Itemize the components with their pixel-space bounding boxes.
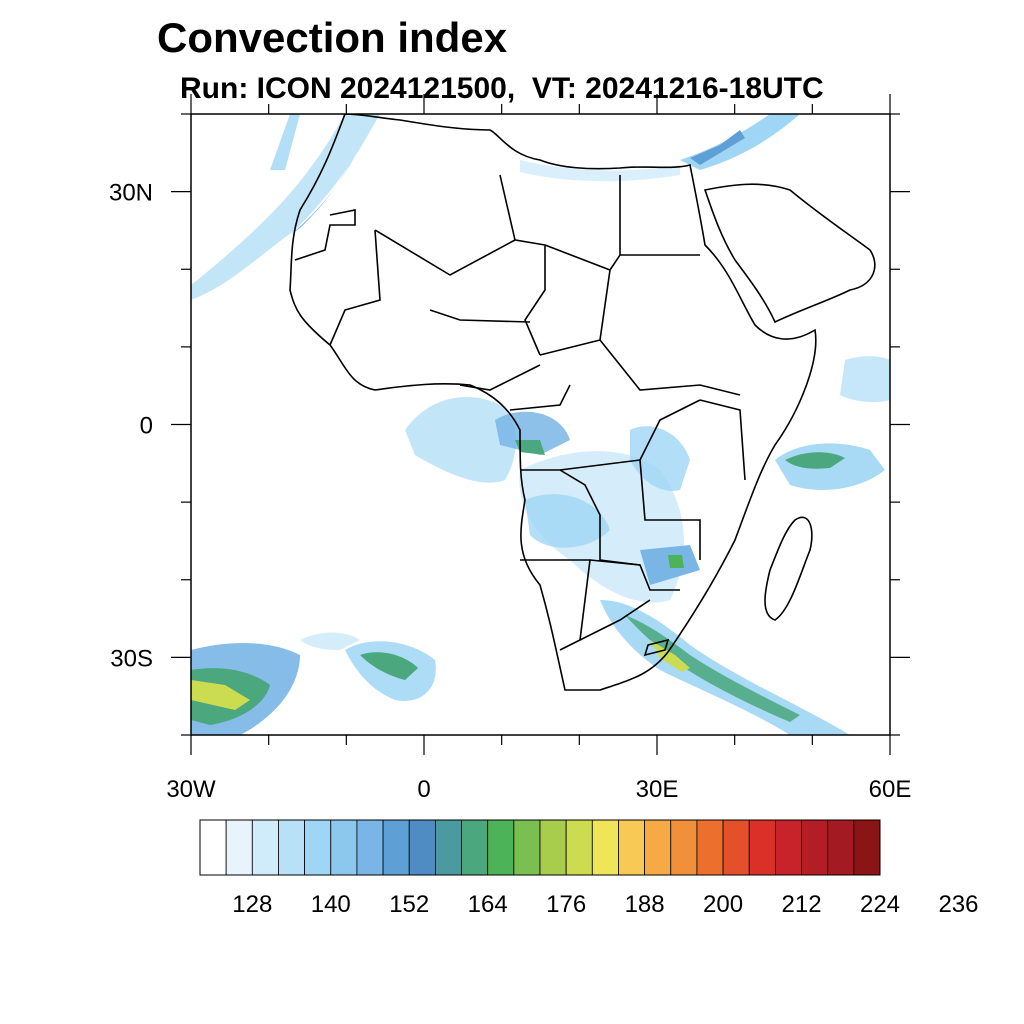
colorbar-swatch bbox=[696, 819, 724, 876]
lon-tick-label: 60E bbox=[869, 776, 912, 803]
colorbar-swatch bbox=[591, 819, 619, 876]
colorbar-swatch bbox=[434, 819, 462, 876]
colorbar-swatch bbox=[670, 819, 698, 876]
colorbar-swatch bbox=[801, 819, 829, 876]
colorbar-swatch bbox=[251, 819, 279, 876]
colorbar-swatch bbox=[356, 819, 384, 876]
colorbar-label: 236 bbox=[938, 891, 978, 918]
lon-tick-label: 30W bbox=[166, 776, 216, 803]
colorbar-swatch bbox=[853, 819, 881, 876]
colorbar-swatch bbox=[644, 819, 672, 876]
colorbar-swatch bbox=[330, 819, 358, 876]
map-ticks: 30W 0 30E 60E 30N 0 30S bbox=[109, 94, 911, 803]
colorbar-swatch bbox=[774, 819, 802, 876]
lon-tick-label: 30E bbox=[636, 776, 679, 803]
colorbar-swatch bbox=[199, 819, 227, 876]
colorbar-label: 164 bbox=[468, 891, 508, 918]
convection-field bbox=[191, 114, 890, 735]
colorbar-label: 224 bbox=[860, 891, 900, 918]
colorbar-swatch bbox=[565, 819, 593, 876]
colorbar-label: 200 bbox=[703, 891, 743, 918]
colorbar-label: 128 bbox=[232, 891, 272, 918]
colorbar-swatch bbox=[408, 819, 436, 876]
colorbar-swatch bbox=[539, 819, 567, 876]
colorbar-swatch bbox=[382, 819, 410, 876]
lat-tick-label: 0 bbox=[140, 413, 153, 440]
colorbar-label: 176 bbox=[546, 891, 586, 918]
lon-tick-label: 0 bbox=[417, 776, 430, 803]
colorbar-swatch bbox=[304, 819, 332, 876]
colorbar-swatch bbox=[827, 819, 855, 876]
colorbar-swatch bbox=[748, 819, 776, 876]
colorbar: 128 140 152 164 176 188 200 212 224 236 bbox=[199, 819, 978, 918]
colorbar-swatch bbox=[722, 819, 750, 876]
lat-tick-label: 30S bbox=[110, 645, 153, 672]
colorbar-swatch bbox=[461, 819, 489, 876]
colorbar-border bbox=[199, 819, 881, 876]
colorbar-label: 152 bbox=[389, 891, 429, 918]
colorbar-label: 212 bbox=[782, 891, 822, 918]
coastlines bbox=[289, 114, 876, 691]
chart-title: Convection index bbox=[157, 14, 508, 61]
colorbar-swatch bbox=[278, 819, 306, 876]
colorbar-swatch bbox=[513, 819, 541, 876]
lat-tick-label: 30N bbox=[109, 180, 153, 207]
colorbar-label: 188 bbox=[625, 891, 665, 918]
colorbar-swatch bbox=[225, 819, 253, 876]
colorbar-swatch bbox=[618, 819, 646, 876]
colorbar-label: 140 bbox=[311, 891, 351, 918]
chart-subtitle: Run: ICON 2024121500, VT: 20241216-18UTC bbox=[180, 72, 824, 105]
colorbar-swatch bbox=[487, 819, 515, 876]
